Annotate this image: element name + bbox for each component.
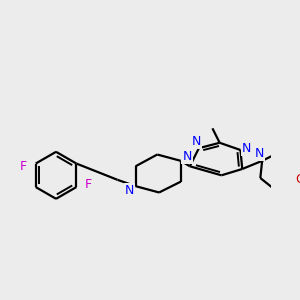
Text: N: N (255, 147, 264, 160)
Text: N: N (191, 135, 201, 148)
Text: N: N (182, 150, 192, 163)
Text: N: N (242, 142, 251, 155)
Text: F: F (20, 160, 27, 173)
Text: N: N (124, 184, 134, 197)
Text: F: F (85, 178, 92, 191)
Text: O: O (295, 173, 300, 186)
